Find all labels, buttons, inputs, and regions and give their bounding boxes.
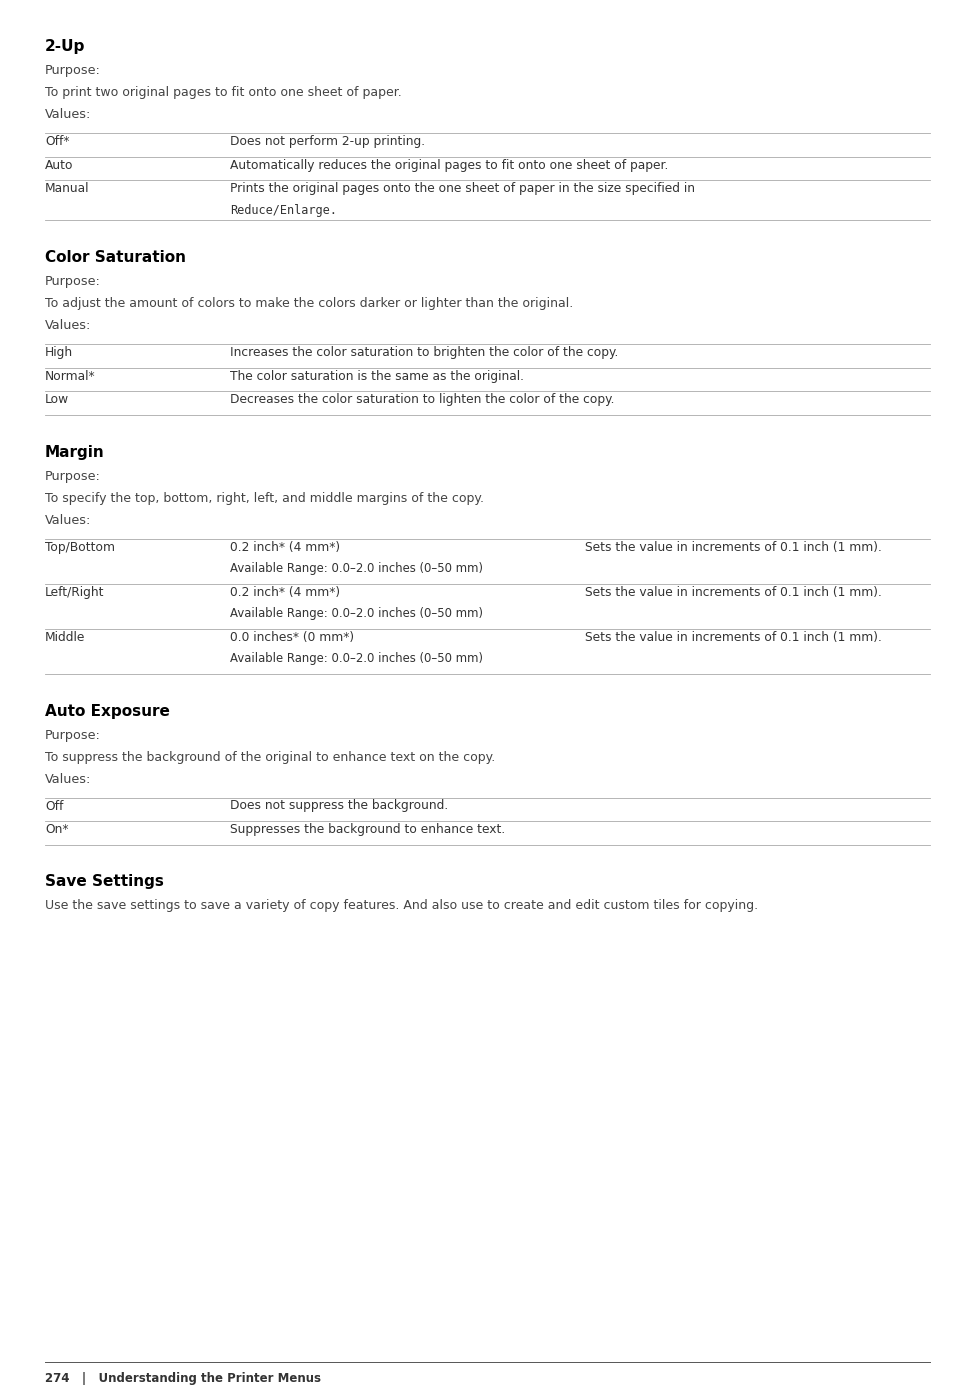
Text: Manual: Manual [45,183,89,195]
Text: Auto Exposure: Auto Exposure [45,704,170,718]
Text: On*: On* [45,822,68,836]
Text: Purpose:: Purpose: [45,64,101,77]
Text: Purpose:: Purpose: [45,470,101,482]
Text: Available Range: 0.0–2.0 inches (0–50 mm): Available Range: 0.0–2.0 inches (0–50 mm… [230,606,483,620]
Text: To adjust the amount of colors to make the colors darker or lighter than the ori: To adjust the amount of colors to make t… [45,297,573,309]
Text: Off: Off [45,800,63,813]
Text: Automatically reduces the original pages to fit onto one sheet of paper.: Automatically reduces the original pages… [230,159,669,171]
Text: Low: Low [45,393,69,406]
Text: Sets the value in increments of 0.1 inch (1 mm).: Sets the value in increments of 0.1 inch… [585,541,882,553]
Text: Does not perform 2-up printing.: Does not perform 2-up printing. [230,135,425,148]
Text: Reduce/Enlarge.: Reduce/Enlarge. [230,204,337,216]
Text: Top/Bottom: Top/Bottom [45,541,115,553]
Text: To specify the top, bottom, right, left, and middle margins of the copy.: To specify the top, bottom, right, left,… [45,492,484,505]
Text: Use the save settings to save a variety of copy features. And also use to create: Use the save settings to save a variety … [45,899,758,913]
Text: High: High [45,346,73,360]
Text: Purpose:: Purpose: [45,275,101,289]
Text: Does not suppress the background.: Does not suppress the background. [230,800,448,813]
Text: 0.2 inch* (4 mm*): 0.2 inch* (4 mm*) [230,585,340,598]
Text: Prints the original pages onto the one sheet of paper in the size specified in: Prints the original pages onto the one s… [230,183,695,195]
Text: Normal*: Normal* [45,369,95,382]
Text: Middle: Middle [45,630,86,644]
Text: Off*: Off* [45,135,70,148]
Text: To print two original pages to fit onto one sheet of paper.: To print two original pages to fit onto … [45,86,401,99]
Text: 2-Up: 2-Up [45,39,86,54]
Text: Auto: Auto [45,159,74,171]
Text: Color Saturation: Color Saturation [45,250,186,265]
Text: To suppress the background of the original to enhance text on the copy.: To suppress the background of the origin… [45,750,496,764]
Text: Margin: Margin [45,445,105,460]
Text: The color saturation is the same as the original.: The color saturation is the same as the … [230,369,524,382]
Text: Values:: Values: [45,513,91,527]
Text: 274   |   Understanding the Printer Menus: 274 | Understanding the Printer Menus [45,1372,321,1386]
Text: 0.2 inch* (4 mm*): 0.2 inch* (4 mm*) [230,541,340,553]
Text: Values:: Values: [45,319,91,332]
Text: Decreases the color saturation to lighten the color of the copy.: Decreases the color saturation to lighte… [230,393,614,406]
Text: Sets the value in increments of 0.1 inch (1 mm).: Sets the value in increments of 0.1 inch… [585,630,882,644]
Text: Purpose:: Purpose: [45,729,101,742]
Text: Suppresses the background to enhance text.: Suppresses the background to enhance tex… [230,822,505,836]
Text: Available Range: 0.0–2.0 inches (0–50 mm): Available Range: 0.0–2.0 inches (0–50 mm… [230,562,483,574]
Text: Sets the value in increments of 0.1 inch (1 mm).: Sets the value in increments of 0.1 inch… [585,585,882,598]
Text: Save Settings: Save Settings [45,874,164,889]
Text: Values:: Values: [45,772,91,785]
Text: Values:: Values: [45,107,91,121]
Text: 0.0 inches* (0 mm*): 0.0 inches* (0 mm*) [230,630,354,644]
Text: Increases the color saturation to brighten the color of the copy.: Increases the color saturation to bright… [230,346,618,360]
Text: Available Range: 0.0–2.0 inches (0–50 mm): Available Range: 0.0–2.0 inches (0–50 mm… [230,652,483,665]
Text: Left/Right: Left/Right [45,585,105,598]
